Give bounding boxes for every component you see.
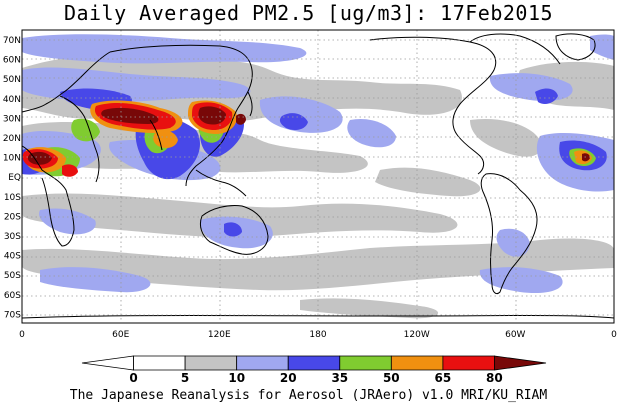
longitude-labels: 0 60E 120E 180 120W 60W 0 — [19, 330, 617, 340]
footer-credit: The Japanese Reanalysis for Aerosol (JRA… — [69, 388, 548, 403]
latitude-label: 30S — [4, 232, 21, 242]
colorbar-tick-label: 0 — [129, 371, 137, 385]
colorbar-tick-label: 80 — [486, 371, 503, 385]
colorbar-tick-label: 35 — [331, 371, 348, 385]
latitude-label: 20N — [3, 134, 21, 144]
longitude-label: 120W — [404, 330, 430, 340]
latitude-label: 20S — [4, 212, 21, 222]
latitude-label: 10S — [4, 193, 21, 203]
colorbar-segment — [184, 355, 238, 371]
colorbar-tick-label: 65 — [435, 371, 452, 385]
longitude-label: 120E — [208, 330, 231, 340]
colorbar-tick-label: 5 — [181, 371, 189, 385]
colorbar — [81, 355, 547, 371]
coastlines — [22, 33, 614, 319]
colorbar-tick-labels: 0 5 10 20 35 50 65 80 — [129, 371, 502, 385]
latitude-label: EQ — [8, 173, 21, 183]
longitude-label: 0 — [611, 330, 617, 340]
latitude-label: 60S — [4, 291, 21, 301]
longitude-label: 60W — [505, 330, 525, 340]
colorbar-segment — [287, 355, 341, 371]
pm25-band-over-80 — [27, 106, 590, 165]
latitude-labels: 70N 60N 50N 40N 30N 20N 10N EQ 10S 20S 30S 40S 50S 60… — [3, 36, 21, 320]
colorbar-tick-label: 10 — [228, 371, 245, 385]
colorbar-tick-label: 50 — [383, 371, 400, 385]
longitude-label: 60E — [112, 330, 129, 340]
map-frame — [21, 29, 615, 324]
latitude-label: 50N — [3, 75, 21, 85]
grid-lines — [22, 30, 614, 323]
latitude-label: 40N — [3, 95, 21, 105]
latitude-label: 70N — [3, 36, 21, 46]
colorbar-segment — [390, 355, 444, 371]
longitude-label: 180 — [309, 330, 326, 340]
colorbar-segment — [339, 355, 392, 371]
colorbar-segment — [81, 355, 134, 371]
colorbar-segment — [133, 355, 186, 371]
latitude-label: 10N — [3, 154, 21, 164]
latitude-label: 70S — [4, 310, 21, 320]
pm25-field — [22, 30, 614, 323]
latitude-label: 40S — [4, 252, 21, 262]
colorbar-segment — [442, 355, 495, 371]
latitude-label: 60N — [3, 56, 21, 66]
longitude-label: 0 — [19, 330, 25, 340]
latitude-label: 30N — [3, 114, 21, 124]
latitude-label: 50S — [4, 271, 21, 281]
colorbar-segment — [236, 355, 289, 371]
colorbar-tick-label: 20 — [280, 371, 297, 385]
colorbar-segment — [494, 355, 547, 371]
map-title: Daily Averaged PM2.5 [ug/m3]: 17Feb2015 — [63, 1, 554, 25]
